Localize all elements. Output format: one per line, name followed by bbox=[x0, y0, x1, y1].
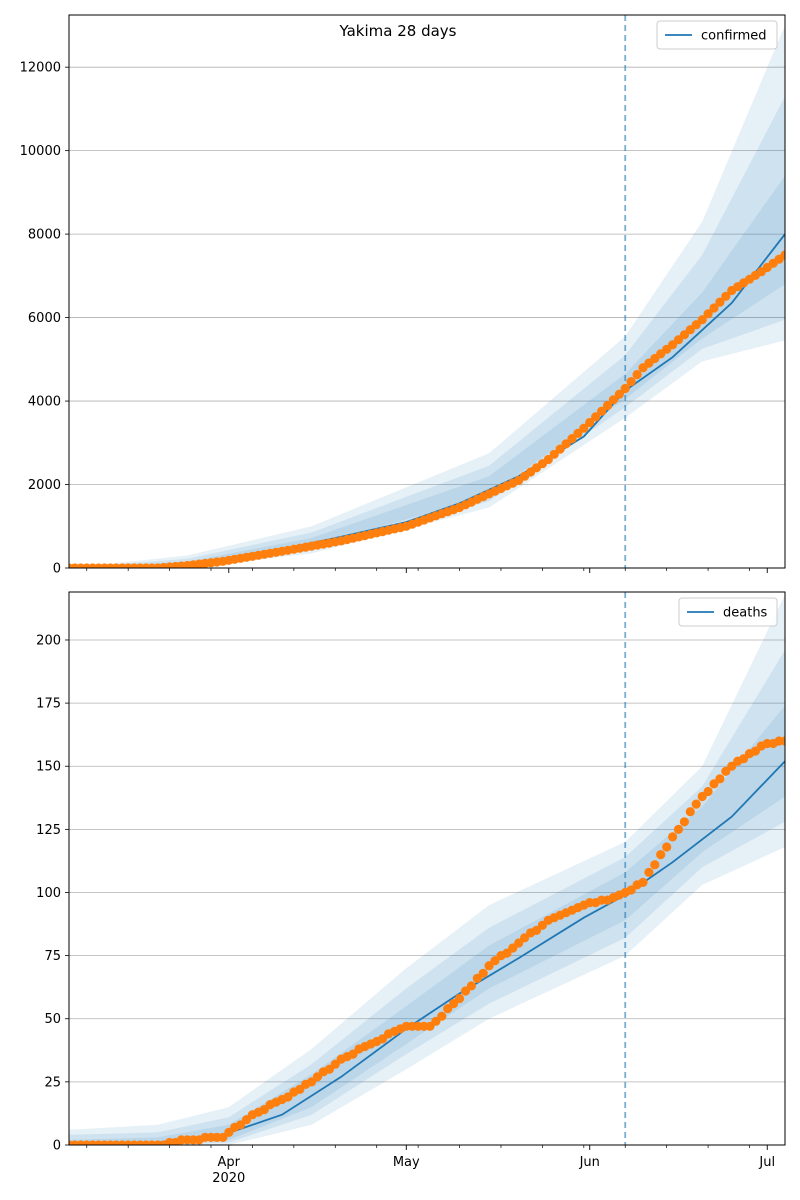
observed-point bbox=[656, 850, 666, 860]
observed-point bbox=[348, 1049, 358, 1059]
y-tick-label: 25 bbox=[44, 1075, 61, 1090]
observed-point bbox=[780, 250, 785, 260]
observed-points bbox=[69, 736, 785, 1145]
observed-point bbox=[673, 824, 684, 835]
x-tick-label: Jun bbox=[579, 1155, 600, 1170]
observed-point bbox=[478, 968, 488, 978]
y-tick-label: 200 bbox=[36, 633, 61, 648]
y-tick-label: 125 bbox=[36, 823, 61, 838]
x-tick-sublabel: 2020 bbox=[212, 1171, 245, 1186]
observed-point bbox=[691, 799, 701, 809]
confidence-band bbox=[69, 594, 785, 1145]
observed-point bbox=[709, 303, 719, 313]
observed-point bbox=[644, 867, 654, 877]
observed-point bbox=[715, 297, 725, 307]
observed-point bbox=[466, 981, 476, 991]
y-tick-label: 12000 bbox=[20, 61, 61, 76]
observed-point bbox=[703, 786, 713, 797]
observed-point bbox=[715, 774, 725, 784]
observed-point bbox=[703, 309, 713, 319]
observed-point bbox=[549, 449, 559, 459]
observed-point bbox=[685, 807, 695, 817]
observed-point bbox=[591, 412, 601, 422]
y-tick-label: 0 bbox=[53, 562, 61, 577]
uncertainty-bands bbox=[69, 25, 785, 568]
observed-point bbox=[555, 444, 565, 454]
observed-point bbox=[602, 400, 613, 411]
observed-points bbox=[69, 250, 785, 568]
observed-point bbox=[567, 434, 577, 444]
y-tick-label: 6000 bbox=[28, 311, 61, 326]
observed-point bbox=[585, 417, 595, 428]
observed-point bbox=[561, 439, 571, 449]
observed-point bbox=[490, 956, 500, 966]
observed-point bbox=[626, 377, 636, 387]
observed-point bbox=[608, 395, 619, 405]
y-tick-label: 50 bbox=[44, 1012, 61, 1027]
legend-box bbox=[678, 597, 778, 627]
legend: confirmed bbox=[656, 20, 778, 50]
plot-frame bbox=[68, 14, 786, 569]
x-tick-label: May bbox=[393, 1155, 420, 1170]
observed-point bbox=[780, 736, 785, 746]
y-tick-label: 4000 bbox=[28, 395, 61, 410]
y-tick-label: 2000 bbox=[28, 478, 61, 493]
observed-point bbox=[626, 885, 636, 895]
observed-point bbox=[614, 389, 624, 399]
observed-point bbox=[668, 832, 678, 842]
observed-point bbox=[721, 291, 731, 301]
x-tick-label: Jul bbox=[758, 1155, 775, 1170]
observed-point bbox=[573, 428, 583, 438]
y-tick-label: 0 bbox=[53, 1139, 61, 1154]
legend-box bbox=[656, 20, 778, 50]
observed-point bbox=[454, 993, 465, 1004]
observed-point bbox=[437, 1011, 447, 1021]
observed-point bbox=[697, 315, 707, 325]
observed-point bbox=[679, 817, 690, 827]
y-tick-label: 150 bbox=[36, 760, 61, 775]
observed-point bbox=[662, 842, 672, 852]
uncertainty-bands bbox=[69, 594, 785, 1145]
observed-point bbox=[638, 877, 648, 888]
observed-point bbox=[543, 454, 553, 465]
y-tick-label: 175 bbox=[36, 697, 61, 712]
observed-point bbox=[597, 406, 607, 416]
figure-title: Yakima 28 days bbox=[339, 22, 457, 40]
plot-frame bbox=[68, 591, 786, 1146]
y-tick-label: 8000 bbox=[28, 228, 61, 243]
x-tick-label: Apr bbox=[218, 1155, 241, 1170]
confidence-band bbox=[69, 650, 785, 1145]
y-tick-label: 100 bbox=[36, 886, 61, 901]
legend-label: deaths bbox=[723, 606, 768, 621]
confidence-band bbox=[69, 705, 785, 1145]
observed-point bbox=[650, 860, 660, 870]
y-tick-label: 75 bbox=[44, 949, 61, 964]
confirmed-panel: 0 2000 4000 6000 8000 10000 12000 confirmed bbox=[20, 14, 786, 577]
observed-point bbox=[632, 370, 642, 380]
y-tick-label: 10000 bbox=[20, 144, 61, 159]
observed-point bbox=[579, 423, 589, 433]
observed-point bbox=[620, 383, 630, 394]
legend: deaths bbox=[678, 597, 778, 627]
legend-label: confirmed bbox=[701, 29, 767, 44]
